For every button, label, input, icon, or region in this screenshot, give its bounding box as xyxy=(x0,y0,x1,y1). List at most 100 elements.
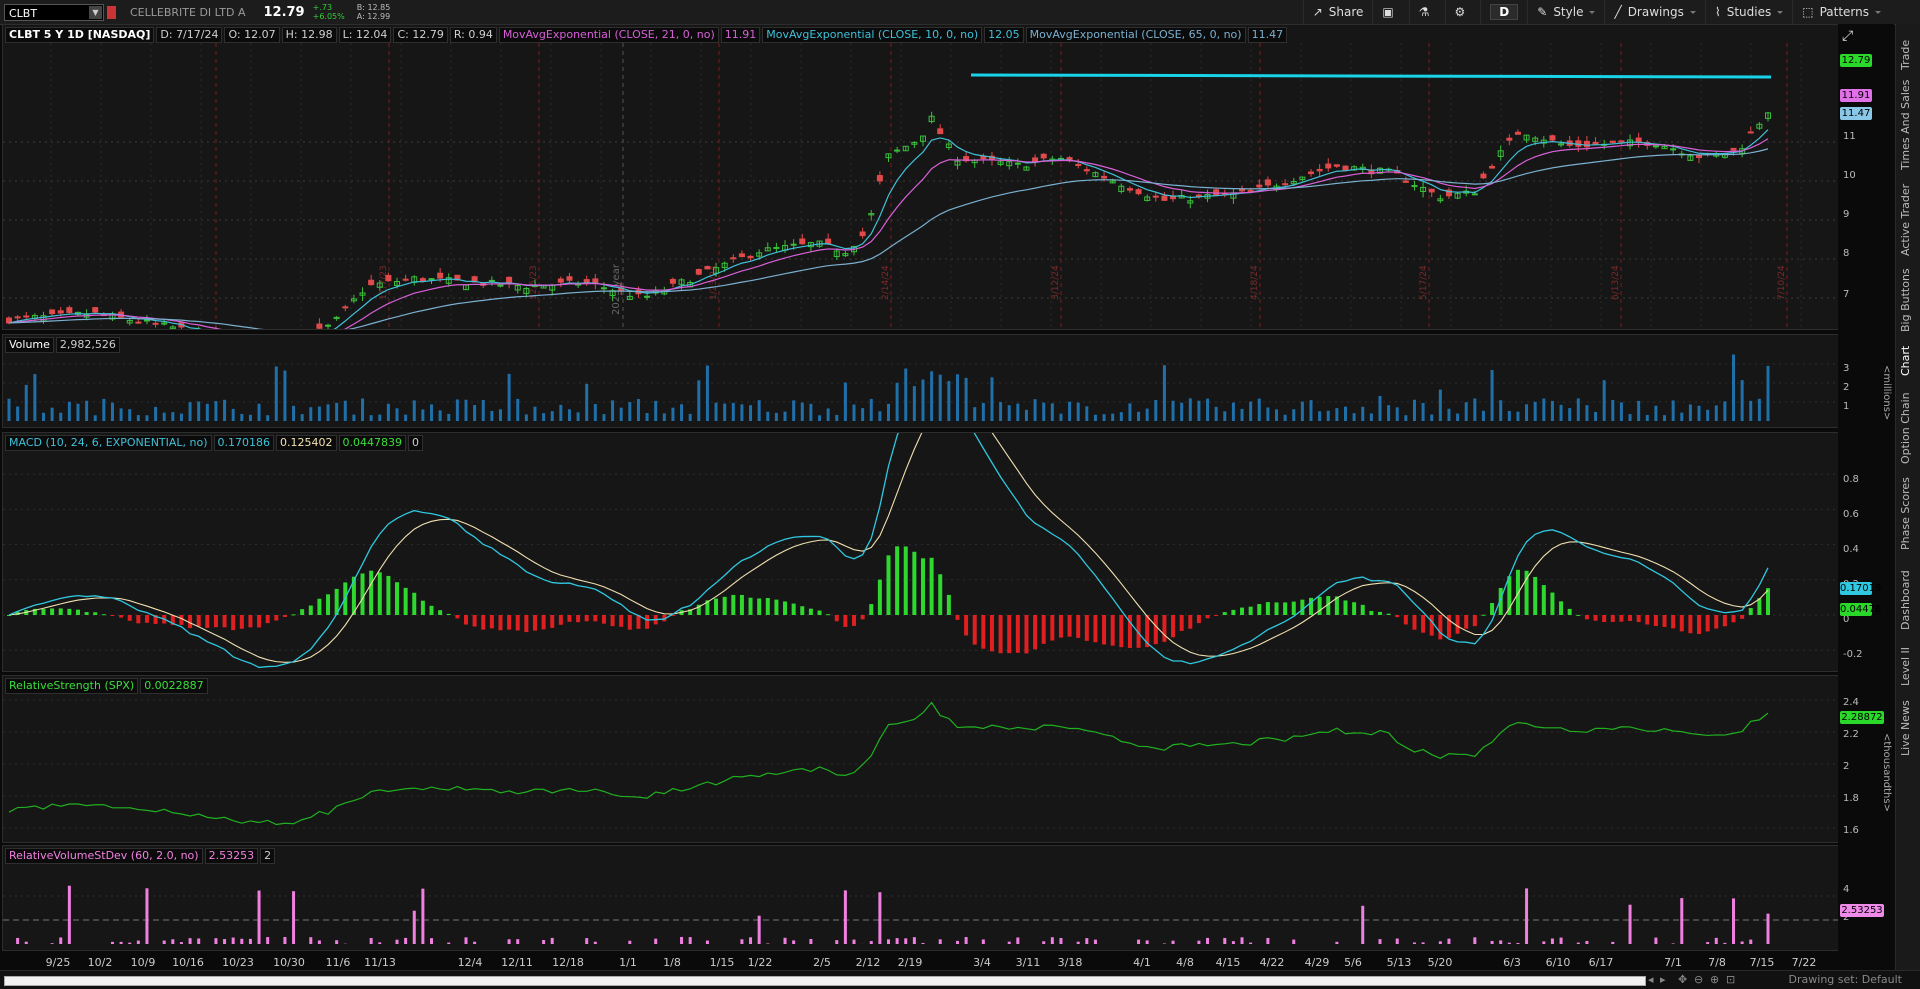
macd-histogram-bar xyxy=(214,615,218,627)
macd-histogram-bar xyxy=(1369,611,1373,615)
rvol-label[interactable]: RelativeVolumeStDev (60, 2.0, no) xyxy=(5,848,203,864)
volume-bar xyxy=(1439,390,1442,421)
relative-volume-bar xyxy=(680,937,683,944)
volume-bar xyxy=(1715,405,1718,421)
macd-histogram-bar xyxy=(266,615,270,623)
zoom-fit-icon[interactable]: ⊡ xyxy=(1726,973,1735,986)
relative-volume-bar xyxy=(1611,942,1614,944)
rvol-chart[interactable] xyxy=(3,846,1840,951)
macd-histogram-bar xyxy=(1542,585,1546,615)
relative-volume-bar xyxy=(413,911,416,944)
relative-volume-bar xyxy=(1585,941,1588,944)
volume-bar xyxy=(542,413,545,421)
tab-option-chain[interactable]: Option Chain xyxy=(1899,392,1912,464)
symbol-input[interactable]: CLBT ▼ xyxy=(4,4,104,21)
macd-histogram-bar xyxy=(248,615,252,627)
pan-icon[interactable]: ✥ xyxy=(1678,973,1687,986)
date-axis-label: 6/17 xyxy=(1589,956,1614,969)
relative-strength-panel[interactable]: RelativeStrength (SPX) 0.0022887 xyxy=(2,675,1840,843)
ema21-label[interactable]: MovAvgExponential (CLOSE, 21, 0, no) xyxy=(499,27,719,43)
time-scrollbar[interactable] xyxy=(4,976,1646,986)
macd-histogram-bar xyxy=(774,600,778,615)
scroll-left-icon[interactable]: ◂ xyxy=(1648,973,1654,986)
macd-histogram-bar xyxy=(1318,597,1322,615)
tab-phase-scores[interactable]: Phase Scores xyxy=(1899,477,1912,550)
date-axis-label: 10/16 xyxy=(172,956,204,969)
price-tick: 10 xyxy=(1843,170,1856,181)
macd-histogram-bar xyxy=(231,615,235,630)
macd-histogram-bar xyxy=(895,546,899,615)
tab-level-ii[interactable]: Level II xyxy=(1899,647,1912,686)
settings-button[interactable]: ⚙ xyxy=(1445,0,1481,24)
tab-live-news[interactable]: Live News xyxy=(1899,700,1912,756)
macd-histogram-bar xyxy=(904,546,908,615)
macd-histogram-bar xyxy=(843,615,847,627)
macd-histogram-bar xyxy=(912,552,916,615)
tab-times-and-sales[interactable]: Times And Sales xyxy=(1899,80,1912,170)
macd-label[interactable]: MACD (10, 24, 6, EXPONENTIAL, no) xyxy=(5,435,212,451)
zoom-in-icon[interactable]: ⊕ xyxy=(1710,973,1719,986)
period-button[interactable]: D xyxy=(1480,0,1527,24)
tab-chart[interactable]: Chart xyxy=(1899,346,1912,376)
candle-body xyxy=(498,285,503,286)
rs-label[interactable]: RelativeStrength (SPX) xyxy=(5,678,138,694)
macd-histogram-bar xyxy=(619,615,623,627)
snapshot-button[interactable]: ▣ xyxy=(1372,0,1408,24)
share-button[interactable]: ↗Share xyxy=(1303,0,1373,24)
macd-chart[interactable] xyxy=(3,433,1840,672)
style-button[interactable]: ✎Style xyxy=(1527,0,1604,24)
scroll-right-icon[interactable]: ▸ xyxy=(1660,973,1666,986)
volume-bar xyxy=(1749,401,1752,421)
tab-trade[interactable]: Trade xyxy=(1899,40,1912,70)
volume-bar xyxy=(33,374,36,421)
studies-button[interactable]: ⌇Studies xyxy=(1705,0,1792,24)
tab-dashboard[interactable]: Dashboard xyxy=(1899,570,1912,630)
tab-big-buttons[interactable]: Big Buttons xyxy=(1899,268,1912,332)
price-panel[interactable]: CLBT 5 Y 1D [NASDAQ] D: 7/17/24 O: 12.07… xyxy=(2,24,1840,330)
drawings-button[interactable]: ╱Drawings xyxy=(1604,0,1704,24)
macd-value: 0.170186 xyxy=(214,435,275,451)
volume-bar xyxy=(689,414,692,421)
macd-histogram-bar xyxy=(1171,615,1175,637)
zoom-out-icon[interactable]: ⊖ xyxy=(1694,973,1703,986)
macd-histogram-bar xyxy=(964,615,968,635)
candle-body xyxy=(1015,163,1020,164)
relative-volume-bar xyxy=(370,938,373,944)
flag-icon[interactable] xyxy=(107,6,116,19)
drawing-set-label[interactable]: Drawing set: Default xyxy=(1789,973,1902,986)
macd-histogram-bar xyxy=(93,612,97,615)
ema65-label[interactable]: MovAvgExponential (CLOSE, 65, 0, no) xyxy=(1026,27,1246,43)
volume-chart[interactable] xyxy=(3,335,1840,428)
candle-body xyxy=(1619,141,1624,142)
volume-bar xyxy=(1447,409,1450,421)
macd-histogram-bar xyxy=(1059,615,1063,638)
candle-body xyxy=(326,325,331,326)
candle-body xyxy=(1697,156,1702,158)
macd-tick: -0.2 xyxy=(1843,649,1863,660)
macd-histogram-bar xyxy=(1275,602,1279,615)
chevron-down-icon[interactable]: ▼ xyxy=(89,6,102,19)
tab-active-trader[interactable]: Active Trader xyxy=(1899,184,1912,256)
flask-button[interactable]: ⚗ xyxy=(1409,0,1445,24)
macd-histogram-bar xyxy=(1111,615,1115,646)
rs-chart[interactable] xyxy=(3,676,1840,843)
ema10-label[interactable]: MovAvgExponential (CLOSE, 10, 0, no) xyxy=(762,27,982,43)
macd-histogram-bar xyxy=(636,615,640,629)
candle-body xyxy=(1748,132,1753,133)
rvol-axis[interactable] xyxy=(1838,845,1894,951)
rvol-threshold: 2 xyxy=(260,848,275,864)
macd-panel[interactable]: MACD (10, 24, 6, EXPONENTIAL, no) 0.1701… xyxy=(2,432,1840,672)
volume-panel[interactable]: Volume 2,982,526 xyxy=(2,334,1840,428)
relative-volume-bar xyxy=(258,891,261,944)
chart-expand-icon[interactable]: ⤢ xyxy=(1842,28,1853,44)
patterns-button[interactable]: ⬚Patterns xyxy=(1792,0,1890,24)
relative-volume-bar xyxy=(628,941,631,944)
candle-body xyxy=(1309,172,1314,174)
relative-volume-bar xyxy=(378,942,381,944)
candle-body xyxy=(1257,185,1262,187)
macd-histogram-bar xyxy=(826,614,830,615)
volume-bar xyxy=(1422,403,1425,421)
candle-body xyxy=(1671,149,1676,150)
relative-volume-panel[interactable]: RelativeVolumeStDev (60, 2.0, no) 2.5325… xyxy=(2,845,1840,951)
